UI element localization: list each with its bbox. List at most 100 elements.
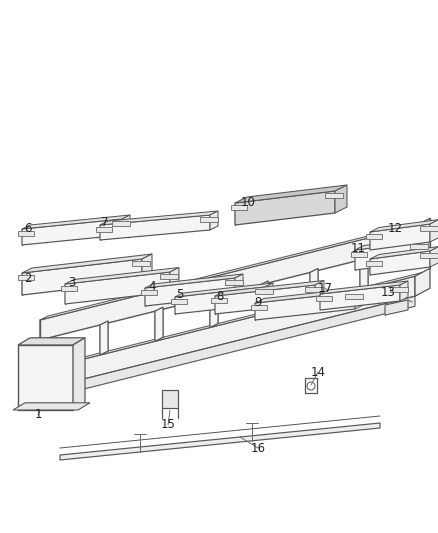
Polygon shape <box>215 280 324 296</box>
Polygon shape <box>360 256 368 290</box>
Text: 11: 11 <box>350 241 365 254</box>
Polygon shape <box>40 276 415 390</box>
Polygon shape <box>18 345 73 410</box>
Polygon shape <box>370 224 430 250</box>
Polygon shape <box>73 338 85 410</box>
Polygon shape <box>160 274 178 279</box>
Polygon shape <box>210 294 218 327</box>
Text: 10: 10 <box>240 196 255 208</box>
Polygon shape <box>355 287 364 309</box>
Polygon shape <box>112 221 130 226</box>
Polygon shape <box>175 287 265 314</box>
Text: 3: 3 <box>68 276 76 288</box>
Polygon shape <box>65 268 179 284</box>
Polygon shape <box>96 227 112 232</box>
Polygon shape <box>145 274 243 288</box>
Text: 8: 8 <box>216 289 224 303</box>
Text: 17: 17 <box>318 281 332 295</box>
Polygon shape <box>40 272 423 370</box>
Polygon shape <box>100 211 218 225</box>
Polygon shape <box>40 226 415 340</box>
Polygon shape <box>370 251 430 275</box>
Polygon shape <box>325 193 343 198</box>
Polygon shape <box>255 292 355 320</box>
Polygon shape <box>170 268 179 292</box>
Polygon shape <box>345 294 363 299</box>
Polygon shape <box>171 299 187 304</box>
Polygon shape <box>320 285 400 310</box>
Polygon shape <box>175 283 273 297</box>
Polygon shape <box>315 280 324 303</box>
Polygon shape <box>235 191 335 225</box>
Polygon shape <box>231 205 247 210</box>
Polygon shape <box>61 286 77 291</box>
Polygon shape <box>122 215 130 235</box>
Polygon shape <box>255 289 273 294</box>
Polygon shape <box>22 215 130 229</box>
Text: 15: 15 <box>161 418 176 432</box>
Polygon shape <box>235 274 243 296</box>
Polygon shape <box>351 252 367 257</box>
Polygon shape <box>370 220 438 232</box>
Polygon shape <box>420 253 438 258</box>
Polygon shape <box>155 307 163 341</box>
Polygon shape <box>360 256 368 290</box>
Polygon shape <box>305 287 323 292</box>
Polygon shape <box>18 338 85 345</box>
Polygon shape <box>355 242 420 270</box>
Polygon shape <box>366 261 382 266</box>
Text: 16: 16 <box>251 441 265 455</box>
Polygon shape <box>22 254 152 273</box>
Polygon shape <box>316 296 332 301</box>
Polygon shape <box>211 298 227 303</box>
Polygon shape <box>100 215 210 240</box>
Polygon shape <box>141 290 157 295</box>
Polygon shape <box>100 321 108 355</box>
Polygon shape <box>142 254 152 281</box>
Text: 9: 9 <box>254 295 262 309</box>
Polygon shape <box>260 281 268 315</box>
Polygon shape <box>225 280 243 285</box>
Polygon shape <box>210 294 218 327</box>
Text: 7: 7 <box>101 215 109 229</box>
Polygon shape <box>215 285 315 314</box>
Polygon shape <box>420 226 438 231</box>
Polygon shape <box>22 219 122 245</box>
Polygon shape <box>320 281 408 294</box>
Polygon shape <box>100 321 108 355</box>
Polygon shape <box>355 238 429 250</box>
Polygon shape <box>235 185 347 203</box>
Polygon shape <box>40 222 423 320</box>
Polygon shape <box>145 278 235 306</box>
Text: 5: 5 <box>177 287 184 301</box>
Polygon shape <box>430 220 438 242</box>
Polygon shape <box>200 217 218 222</box>
Text: 2: 2 <box>24 271 32 285</box>
Polygon shape <box>22 259 142 295</box>
Polygon shape <box>260 281 268 315</box>
Polygon shape <box>18 275 34 280</box>
Polygon shape <box>40 296 415 400</box>
Polygon shape <box>430 246 438 267</box>
Polygon shape <box>210 211 218 230</box>
Polygon shape <box>65 272 170 304</box>
Polygon shape <box>60 423 380 460</box>
Polygon shape <box>265 283 273 304</box>
Polygon shape <box>370 246 438 259</box>
Polygon shape <box>162 390 178 408</box>
Polygon shape <box>310 269 318 303</box>
Polygon shape <box>335 185 347 213</box>
Polygon shape <box>18 231 34 236</box>
Polygon shape <box>251 305 267 310</box>
Polygon shape <box>366 234 382 239</box>
Text: 13: 13 <box>381 286 396 298</box>
Polygon shape <box>415 218 430 246</box>
Polygon shape <box>132 261 150 266</box>
Polygon shape <box>13 403 90 410</box>
Polygon shape <box>400 281 408 301</box>
Text: 4: 4 <box>148 280 156 294</box>
Text: 6: 6 <box>24 222 32 235</box>
Polygon shape <box>255 287 364 303</box>
Polygon shape <box>410 244 428 249</box>
Text: 14: 14 <box>311 366 325 378</box>
